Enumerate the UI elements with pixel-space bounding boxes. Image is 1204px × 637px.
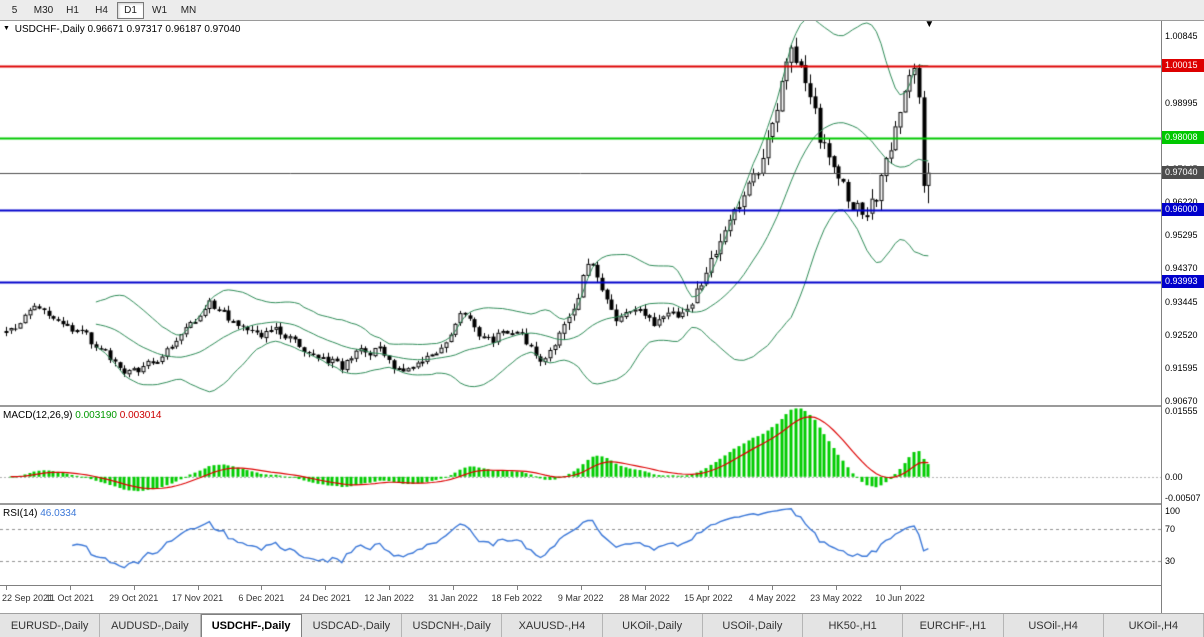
price-badge-0.98008: 0.98008 xyxy=(1162,131,1204,145)
title-marker-icon: ▼ xyxy=(3,25,10,32)
date-label: 17 Nov 2021 xyxy=(172,593,224,603)
date-label: 22 Sep 2021 xyxy=(2,593,54,603)
rsi-name: RSI(14) xyxy=(3,508,38,519)
timeframe-button-m30[interactable]: M30 xyxy=(33,4,54,16)
price-tick-label: 0.94370 xyxy=(1165,263,1198,274)
timeframe-button-5[interactable]: 5 xyxy=(11,4,18,16)
ohlc-high: 0.97317 xyxy=(126,24,163,35)
date-tick xyxy=(581,586,582,590)
timeframe-button-d1[interactable]: D1 xyxy=(117,1,144,19)
pane-separator-macd[interactable] xyxy=(0,405,1161,407)
rsi-canvas[interactable] xyxy=(0,505,1161,585)
date-tick xyxy=(325,586,326,590)
date-tick xyxy=(198,586,199,590)
timeframe-button-w1[interactable]: W1 xyxy=(152,4,167,16)
chart-symbol-period: USDCHF-,Daily xyxy=(14,24,85,35)
chart-tab-ukoil-daily[interactable]: UKOil-,Daily xyxy=(602,614,703,637)
chart-tab-hk50-h1[interactable]: HK50-,H1 xyxy=(803,614,904,637)
date-tick xyxy=(70,586,71,590)
date-label: 4 May 2022 xyxy=(748,593,796,603)
date-tick xyxy=(900,586,901,590)
price-tick-label: 0.96220 xyxy=(1165,197,1198,208)
date-tick xyxy=(772,586,773,590)
time-axis[interactable]: 22 Sep 2021 11 Oct 2021 29 Oct 2021 17 Nov … xyxy=(0,585,1161,613)
rsi-value: 46.0334 xyxy=(40,508,77,519)
date-label: 24 Dec 2021 xyxy=(299,593,351,603)
chart-tab-xauusd-h4[interactable]: XAUUSD-,H4 xyxy=(502,614,603,637)
price-badge-0.93993: 0.93993 xyxy=(1162,275,1204,289)
chart-shift-marker[interactable]: ▼ xyxy=(924,19,935,30)
macd-pane[interactable]: MACD(12,26,9) 0.003190 0.003014 xyxy=(0,407,1161,503)
date-tick xyxy=(645,586,646,590)
price-badge-1.00015: 1.00015 xyxy=(1162,59,1204,73)
chart-tab-usdchf-daily[interactable]: USDCHF-,Daily xyxy=(200,614,302,637)
price-pane[interactable]: ▼ USDCHF-,Daily 0.96671 0.97317 0.96187 … xyxy=(0,19,1161,405)
price-tick-label: 0.92520 xyxy=(1165,329,1198,340)
macd-tick-label: 0.01555 xyxy=(1165,406,1198,417)
macd-name: MACD(12,26,9) xyxy=(3,410,73,421)
chart-plot-area[interactable]: ▼ USDCHF-,Daily 0.96671 0.97317 0.96187 … xyxy=(0,19,1161,613)
date-tick xyxy=(836,586,837,590)
chart-tabs-bar: EURUSD-,Daily AUDUSD-,Daily USDCHF-,Daily U… xyxy=(0,613,1204,637)
timeframe-button-h4[interactable]: H4 xyxy=(95,4,108,16)
chart-tab-usdcad-daily[interactable]: USDCAD-,Daily xyxy=(301,614,402,637)
price-tick-label: 0.91595 xyxy=(1165,362,1198,373)
macd-signal-value: 0.003014 xyxy=(119,410,162,421)
price-tick-label: 0.95295 xyxy=(1165,230,1198,241)
chart-tab-eurusd-daily[interactable]: EURUSD-,Daily xyxy=(0,614,101,637)
ohlc-low: 0.96187 xyxy=(165,24,202,35)
date-label: 6 Dec 2021 xyxy=(238,593,285,603)
date-label: 23 May 2022 xyxy=(810,593,863,603)
ohlc-open: 0.96671 xyxy=(87,24,124,35)
date-tick xyxy=(6,586,7,590)
date-label: 28 Mar 2022 xyxy=(619,593,670,603)
date-tick xyxy=(708,586,709,590)
date-label: 9 Mar 2022 xyxy=(557,593,604,603)
rsi-tick-label: 70 xyxy=(1165,524,1176,534)
date-tick xyxy=(517,586,518,590)
rsi-pane[interactable]: RSI(14) 46.0334 xyxy=(0,505,1161,585)
timeframe-button-h1[interactable]: H1 xyxy=(66,4,79,16)
macd-label: MACD(12,26,9) 0.003190 0.003014 xyxy=(3,410,161,421)
date-label: 15 Apr 2022 xyxy=(684,593,733,603)
pane-separator-rsi[interactable] xyxy=(0,503,1161,505)
chart-tab-audusd-daily[interactable]: AUDUSD-,Daily xyxy=(100,614,201,637)
date-label: 31 Jan 2022 xyxy=(428,593,478,603)
ohlc-close: 0.97040 xyxy=(204,24,241,35)
date-label: 18 Feb 2022 xyxy=(491,593,543,603)
chart-tab-usdcnh-daily[interactable]: USDCNH-,Daily xyxy=(402,614,503,637)
macd-tick-label: 0.00 xyxy=(1165,471,1183,482)
macd-main-value: 0.003190 xyxy=(75,410,117,421)
date-label: 10 Jun 2022 xyxy=(875,593,925,603)
date-tick xyxy=(389,586,390,590)
date-label: 12 Jan 2022 xyxy=(364,593,414,603)
price-tick-label: 1.00845 xyxy=(1165,31,1198,42)
date-tick xyxy=(134,586,135,590)
price-badge-0.97040: 0.97040 xyxy=(1162,166,1204,180)
chart-tab-usoil-daily[interactable]: USOil-,Daily xyxy=(702,614,803,637)
macd-canvas[interactable] xyxy=(0,407,1161,503)
rsi-tick-label: 30 xyxy=(1165,556,1176,566)
timeframe-button-mn[interactable]: MN xyxy=(180,4,197,16)
date-label: 11 Oct 2021 xyxy=(45,593,95,603)
price-badge-0.96000: 0.96000 xyxy=(1162,203,1204,217)
chart-tab-eurchf-h1[interactable]: EURCHF-,H1 xyxy=(903,614,1004,637)
price-chart-canvas[interactable] xyxy=(0,21,1161,405)
price-tick-label: 0.98995 xyxy=(1165,97,1198,108)
date-tick xyxy=(453,586,454,590)
chart-title: ▼ USDCHF-,Daily 0.96671 0.97317 0.96187 … xyxy=(3,24,240,35)
timeframe-toolbar: 5 M30 H1 H4 D1 W1 MN xyxy=(0,0,1204,21)
chart-tab-usoil-h4[interactable]: USOil-,H4 xyxy=(1003,614,1104,637)
rsi-label: RSI(14) 46.0334 xyxy=(3,508,76,519)
price-axis[interactable]: 1.008450.999200.989950.980700.971450.962… xyxy=(1161,21,1204,613)
date-tick xyxy=(261,586,262,590)
chart-tab-ukoil-h4[interactable]: UKOil-,H4 xyxy=(1103,614,1204,637)
macd-tick-label: -0.00507 xyxy=(1165,493,1201,504)
rsi-tick-label: 100 xyxy=(1165,506,1181,516)
date-label: 29 Oct 2021 xyxy=(109,593,159,603)
price-tick-label: 0.93445 xyxy=(1165,296,1198,307)
price-tick-label: 0.90670 xyxy=(1165,396,1198,407)
